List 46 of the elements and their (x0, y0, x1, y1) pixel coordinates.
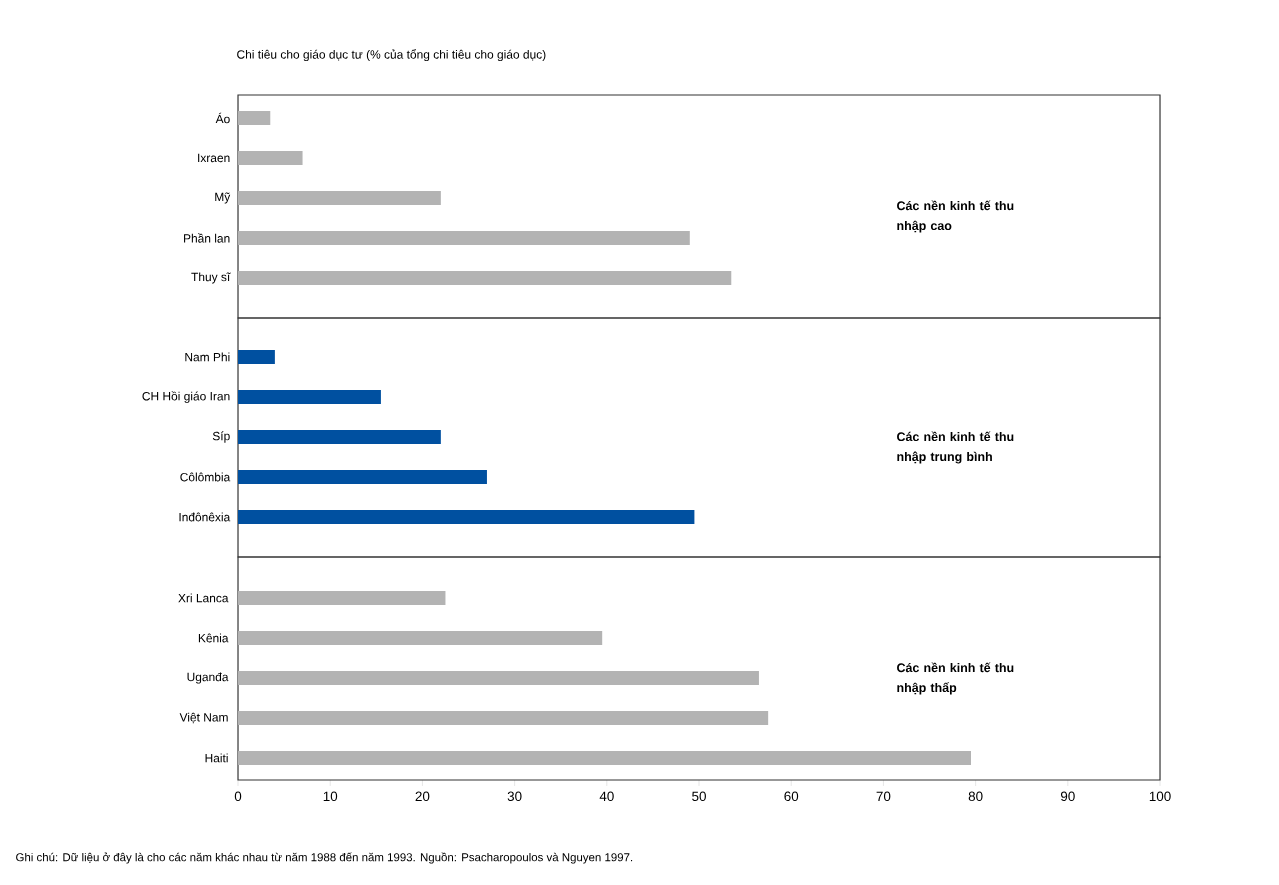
y-tick-label: CH Hồi giáo Iran (142, 391, 230, 403)
y-tick-label: Ixraen (198, 153, 230, 163)
bar (238, 110, 271, 125)
x-tick-label: 90 (1060, 791, 1075, 802)
y-tick-label: Síp (212, 431, 230, 443)
x-tick-label: 60 (784, 791, 799, 802)
bar (238, 230, 690, 245)
y-tick-label: Côlômbia (180, 472, 231, 482)
bar (238, 469, 487, 484)
x-tick-label: 40 (599, 791, 614, 802)
y-tick-label: Kênia (198, 633, 229, 643)
bar (238, 150, 303, 165)
text: Ghi chú: Dữ liệu ở đây là cho các năm khác nhau từ năm 1988 đến năm 1993. Nguồn: Psacharopoulos và Nguyen 1997. (16, 852, 633, 864)
bar (238, 389, 381, 404)
bar (238, 750, 971, 765)
bar (238, 710, 769, 725)
annotation: Các nền kinh tế thu nhập cao (897, 200, 1014, 233)
bar (238, 270, 732, 285)
chart-title: Chi tiêu cho giáo dục tư (% của tổng chi tiêu cho giáo dục) (237, 48, 546, 62)
y-tick-label: Inđônêxia (179, 512, 231, 522)
bar (238, 630, 603, 645)
bar (238, 509, 695, 524)
y-tick-label: Uganđa (187, 672, 229, 684)
y-tick-label: Mỹ (215, 192, 231, 204)
y-tick-label: Áo (215, 112, 230, 124)
annotation: Các nền kinh tế thu nhập thấp (897, 662, 1014, 695)
bar (238, 429, 441, 444)
bar (238, 590, 446, 605)
x-tick-label: 20 (415, 791, 430, 802)
x-tick-label: 50 (692, 791, 706, 802)
x-tick-label: 10 (323, 791, 338, 802)
y-tick-label: Phần lan (184, 233, 230, 243)
x-tick-label: 30 (507, 791, 522, 802)
y-tick-label: Thuy sĩ (191, 272, 231, 284)
y-tick-label: Xri Lanca (178, 593, 229, 603)
x-tick-label: 0 (234, 791, 242, 802)
y-tick-label: Việt Nam (179, 712, 228, 724)
bar (238, 670, 759, 685)
bar (238, 190, 441, 205)
y-tick-label: Haiti (205, 753, 228, 763)
y-tick-label: Nam Phi (185, 352, 230, 362)
x-tick-label: 100 (1149, 791, 1171, 802)
x-tick-label: 80 (968, 791, 983, 802)
bar (238, 349, 275, 364)
annotation: Các nền kinh tế thu nhập trung bình (897, 431, 1014, 464)
x-tick-label: 70 (876, 791, 891, 802)
